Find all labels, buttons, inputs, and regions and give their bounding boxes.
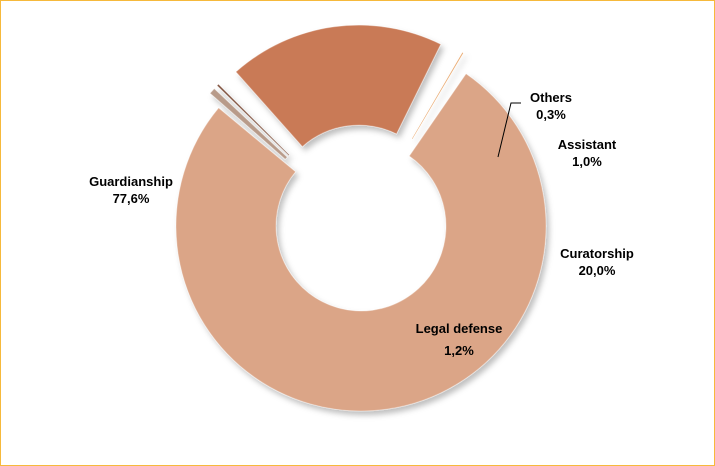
slice-legal-defense [411, 51, 464, 140]
slice-guardianship [175, 73, 547, 412]
label-guardianship: Guardianship [89, 174, 173, 189]
slice-curatorship [235, 24, 442, 148]
leader-line-others [497, 102, 521, 158]
value-legal-defense: 1,2% [444, 343, 474, 358]
slice-assistant [216, 83, 291, 157]
label-others: Others [530, 90, 572, 105]
label-assistant: Assistant [558, 137, 617, 152]
label-curatorship: Curatorship [560, 246, 634, 261]
value-guardianship: 77,6% [113, 191, 150, 206]
value-assistant: 1,0% [572, 154, 602, 169]
value-curatorship: 20,0% [579, 263, 616, 278]
value-others: 0,3% [536, 107, 566, 122]
slice-others [209, 87, 288, 160]
label-legal-defense: Legal defense [416, 321, 503, 336]
